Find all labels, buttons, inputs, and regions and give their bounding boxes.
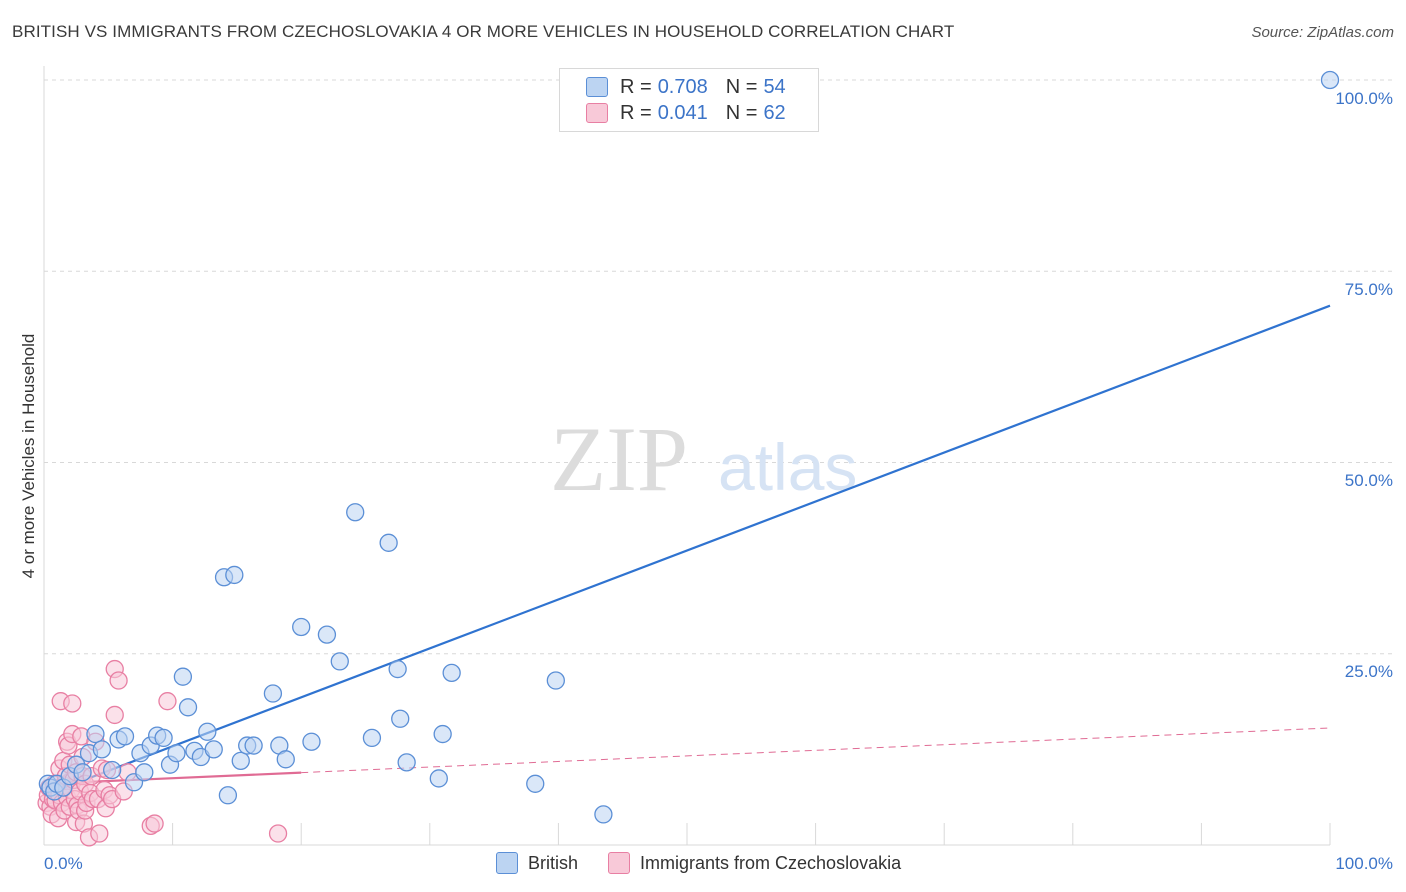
czech-r-label: R =: [620, 101, 652, 124]
british-point-21: [167, 744, 186, 763]
y-tick-label-25: 25.0%: [1345, 662, 1393, 681]
british-point-38: [302, 732, 321, 751]
czech-swatch: [586, 103, 608, 123]
british-point-53: [1320, 70, 1340, 90]
british-swatch: [586, 77, 608, 97]
british-point-34: [263, 684, 283, 703]
british-points: [38, 70, 1340, 824]
british-point-48: [433, 724, 452, 744]
british-point-51: [546, 671, 565, 690]
british-point-47: [429, 769, 448, 788]
watermark-atlas: atlas: [718, 430, 857, 504]
british-point-50: [526, 774, 545, 793]
chart-title: BRITISH VS IMMIGRANTS FROM CZECHOSLOVAKI…: [12, 22, 955, 41]
legend-row-czech: R = 0.041 N = 62: [586, 100, 786, 126]
czech-r-value: 0.041: [657, 101, 708, 124]
trend-lines: [43, 304, 1331, 797]
correlation-legend: R = 0.708 N = 54 R = 0.041 N = 62: [559, 68, 819, 132]
british-point-43: [379, 533, 398, 552]
british-point-19: [154, 728, 173, 748]
british-point-46: [397, 753, 416, 772]
czech-n-value: 62: [763, 101, 786, 124]
legend-row-british: R = 0.708 N = 54: [586, 74, 786, 100]
british-point-33: [244, 736, 263, 755]
british-point-31: [231, 751, 250, 770]
british-n-label: N =: [725, 75, 758, 98]
british-point-41: [346, 503, 365, 522]
czech-point-25: [63, 694, 82, 713]
british-point-49: [442, 663, 461, 683]
british-point-42: [362, 728, 382, 748]
british-point-23: [178, 698, 198, 717]
y-tick-label-100: 100.0%: [1335, 89, 1393, 108]
y-tick-label-50: 50.0%: [1345, 471, 1393, 490]
british-legend-label: British: [528, 852, 579, 873]
watermark: ZIP atlas: [550, 408, 857, 510]
watermark-zip: ZIP: [550, 408, 688, 510]
british-r-label: R =: [620, 75, 652, 98]
x-tick-label-100: 100.0%: [1335, 854, 1393, 873]
british-point-13: [115, 727, 135, 746]
y-axis-title: 4 or more Vehicles in Household: [19, 334, 38, 579]
british-point-29: [218, 786, 238, 805]
british-point-45: [391, 709, 410, 728]
czech-point-55: [109, 671, 128, 690]
czech-point-53: [105, 705, 124, 725]
czech-point-46: [90, 824, 109, 843]
czech-legend-label: Immigrants from Czechoslovakia: [640, 852, 902, 873]
x-tick-labels: 0.0% 100.0%: [44, 854, 1393, 873]
british-point-44: [388, 659, 407, 679]
british-point-30: [225, 565, 244, 585]
british-point-16: [135, 763, 154, 782]
czech-point-61: [268, 824, 288, 843]
british-r-value: 0.708: [657, 75, 708, 98]
british-n-value: 54: [763, 75, 786, 98]
x-tick-label-0: 0.0%: [44, 854, 83, 873]
british-point-39: [317, 625, 337, 644]
series-legend: British Immigrants from Czechoslovakia: [496, 852, 931, 874]
british-point-10: [92, 740, 112, 759]
czech-legend-swatch: [608, 852, 631, 874]
british-point-36: [276, 750, 295, 769]
british-point-9: [86, 724, 105, 744]
british-point-27: [204, 740, 223, 759]
british-point-37: [292, 617, 311, 637]
british-point-7: [73, 763, 92, 782]
british-point-26: [198, 722, 217, 741]
british-point-52: [594, 805, 613, 824]
y-tick-labels: 25.0% 50.0% 75.0% 100.0%: [1335, 89, 1393, 681]
czech-n-label: N =: [725, 101, 758, 124]
british-point-22: [173, 667, 193, 686]
source-credit: Source: ZipAtlas.com: [1251, 24, 1394, 41]
czech-point-60: [158, 692, 177, 711]
british-trend-line: [43, 304, 1331, 797]
british-legend-swatch: [496, 852, 518, 874]
british-point-11: [103, 760, 122, 780]
british-point-40: [330, 652, 349, 671]
czech-trend-line-dashed: [301, 727, 1331, 774]
czech-point-59: [145, 814, 164, 833]
series-legend-czech: Immigrants from Czechoslovakia: [608, 852, 901, 874]
y-tick-label-75: 75.0%: [1345, 280, 1393, 299]
series-legend-british: British: [496, 852, 578, 874]
